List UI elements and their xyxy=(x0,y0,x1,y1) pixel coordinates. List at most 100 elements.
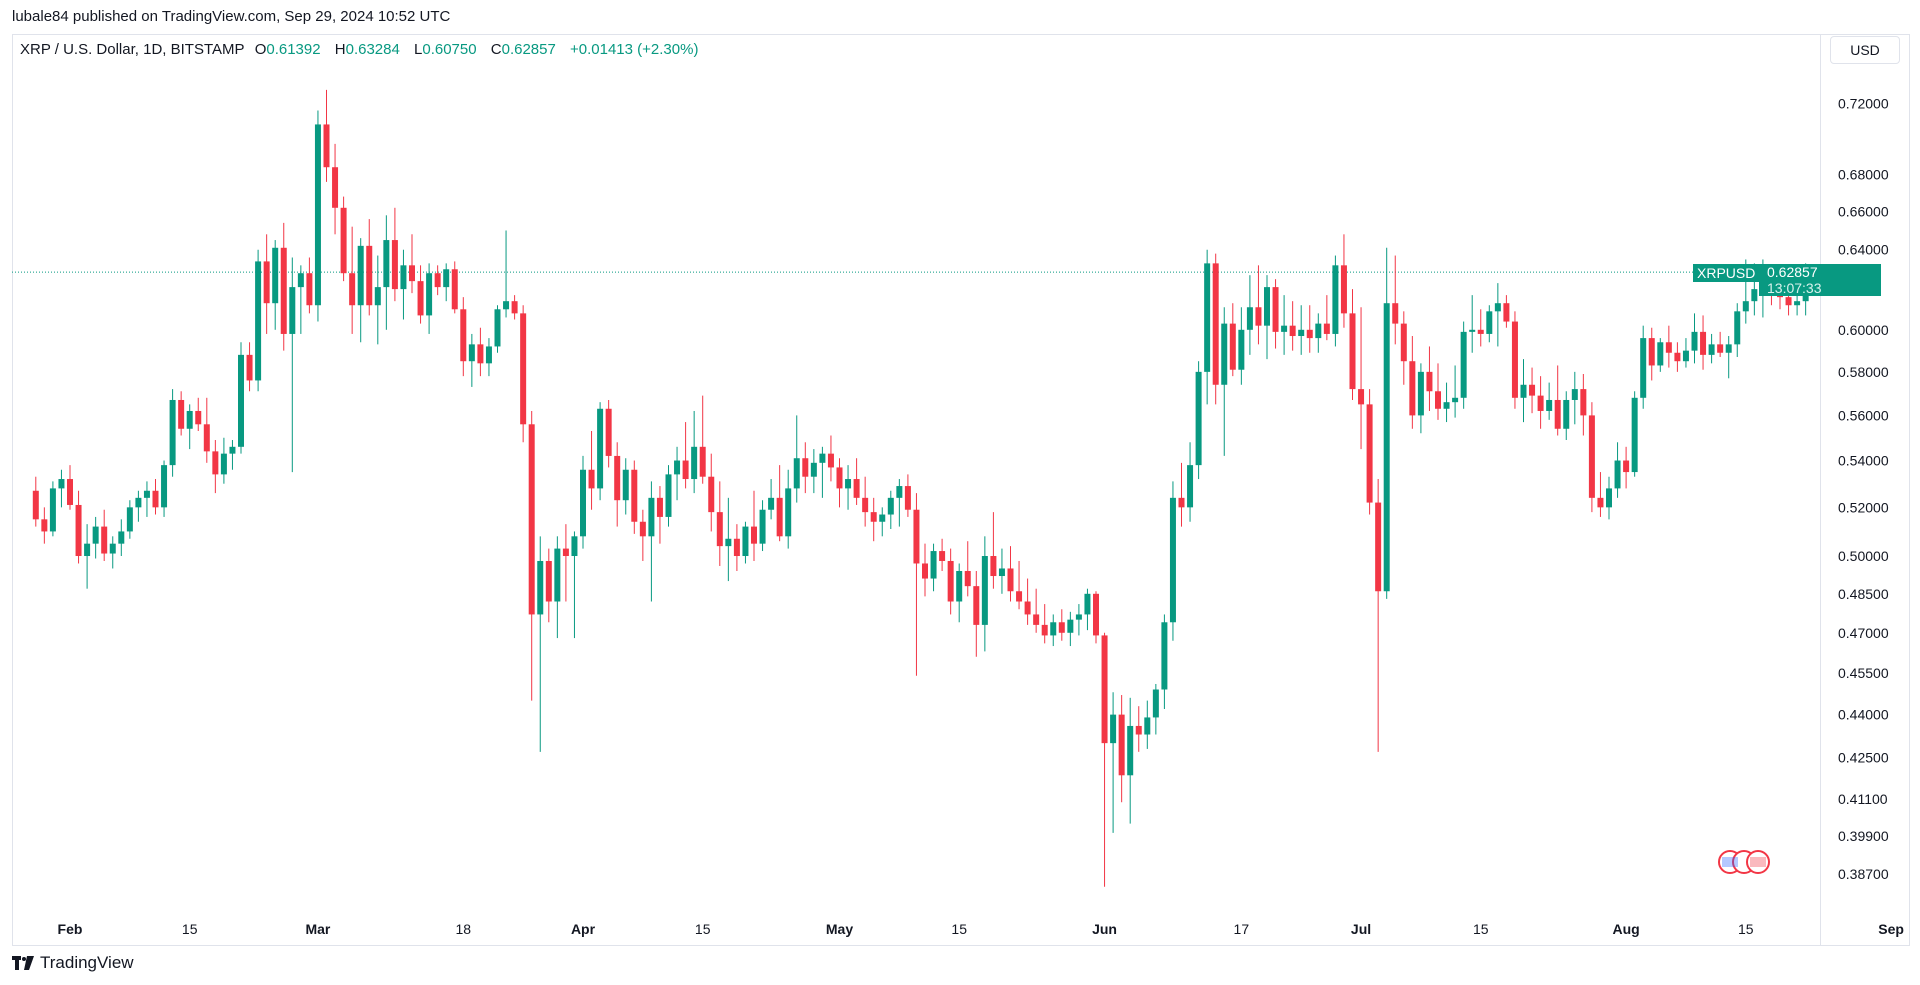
candle-body xyxy=(1657,342,1664,366)
close-key: C xyxy=(490,41,502,58)
candle-body xyxy=(699,446,706,477)
candle xyxy=(1067,611,1074,647)
candle-body xyxy=(1400,323,1407,362)
candle-body xyxy=(1383,303,1390,592)
candle-body xyxy=(152,490,159,508)
symbol-title[interactable]: XRP / U.S. Dollar, 1D, BITSTAMP xyxy=(20,41,245,58)
candle xyxy=(810,449,817,494)
us-flag-icon xyxy=(1746,850,1770,874)
candle-body xyxy=(1289,325,1296,337)
candle-body xyxy=(956,570,963,602)
candle xyxy=(1691,313,1698,364)
candle-body xyxy=(41,519,48,532)
candle xyxy=(400,249,407,320)
candle-body xyxy=(340,207,347,274)
candle-body xyxy=(1631,397,1638,473)
candle-body xyxy=(135,497,142,508)
candle-body xyxy=(674,460,681,475)
currency-button[interactable]: USD xyxy=(1830,36,1900,64)
candle xyxy=(1597,472,1604,517)
candle xyxy=(1246,275,1253,355)
candle xyxy=(1503,295,1510,328)
candle xyxy=(981,536,988,652)
candle xyxy=(1041,604,1048,644)
candle-body xyxy=(759,509,766,544)
candle xyxy=(1007,546,1014,602)
time-tick-label: 18 xyxy=(456,921,472,937)
candle-body xyxy=(1717,344,1724,353)
price-tick-label: 0.48500 xyxy=(1838,586,1889,602)
candle xyxy=(725,497,732,582)
candle-body xyxy=(289,287,296,334)
candle-body xyxy=(1024,601,1031,615)
candle xyxy=(1682,338,1689,368)
candle xyxy=(434,265,441,296)
candle-body xyxy=(853,479,860,498)
price-tick-label: 0.60000 xyxy=(1838,322,1889,338)
candle xyxy=(1358,307,1365,450)
candle-body xyxy=(280,247,287,334)
candle xyxy=(229,440,236,470)
candle-body xyxy=(212,451,219,475)
candle-body xyxy=(819,453,826,463)
candle xyxy=(1657,338,1664,372)
candle xyxy=(827,435,834,482)
candle xyxy=(562,524,569,602)
candle-body xyxy=(1075,614,1082,620)
candle xyxy=(391,207,398,302)
candle-body xyxy=(836,467,843,489)
low-value: 0.60750 xyxy=(422,41,477,58)
candle xyxy=(306,257,313,314)
candle-body xyxy=(716,512,723,547)
candle xyxy=(922,543,928,597)
chart-panel[interactable] xyxy=(12,34,1910,946)
events-flags[interactable] xyxy=(1718,848,1774,881)
time-tick-label: Sep xyxy=(1878,921,1904,937)
candle xyxy=(409,234,415,294)
candle xyxy=(485,338,492,377)
candle xyxy=(964,541,971,597)
candle xyxy=(597,402,604,501)
candle xyxy=(939,538,946,571)
candle-body xyxy=(426,273,433,316)
candle-body xyxy=(1101,635,1108,744)
candle xyxy=(186,404,193,450)
candle xyxy=(751,490,757,561)
candle-body xyxy=(1511,321,1518,398)
candle xyxy=(67,465,73,510)
candle xyxy=(126,500,133,539)
candle-body xyxy=(323,124,330,168)
price-tick-label: 0.50000 xyxy=(1838,548,1889,564)
candle-body xyxy=(1443,402,1450,409)
candle xyxy=(75,490,82,564)
price-label-countdown: 13:07:33 xyxy=(1767,280,1822,297)
candle xyxy=(1255,265,1262,345)
price-tick-label: 0.52000 xyxy=(1838,499,1889,515)
candle-body xyxy=(1520,384,1527,398)
candle-body xyxy=(49,488,56,532)
candle xyxy=(1409,336,1416,429)
candle-body xyxy=(246,354,253,381)
candle xyxy=(1606,476,1612,520)
candle xyxy=(819,446,826,498)
candle-body xyxy=(383,240,390,288)
time-tick-label: 15 xyxy=(1738,921,1754,937)
candle-body xyxy=(503,301,510,310)
candle xyxy=(503,230,510,318)
candle-body xyxy=(742,526,749,557)
candle-body xyxy=(1751,289,1758,302)
candle-body xyxy=(1041,624,1048,636)
candle-body xyxy=(1486,311,1493,334)
time-tick-label: 15 xyxy=(1473,921,1489,937)
candle xyxy=(511,295,518,320)
candle xyxy=(665,465,672,527)
candle xyxy=(1426,346,1433,411)
candle xyxy=(135,490,142,522)
candle-body xyxy=(1084,593,1091,615)
candle xyxy=(1289,301,1296,351)
candle-body xyxy=(1152,689,1159,718)
footer-brand[interactable]: TradingView xyxy=(12,953,134,973)
candle-body xyxy=(229,446,236,454)
candle-body xyxy=(460,309,467,362)
